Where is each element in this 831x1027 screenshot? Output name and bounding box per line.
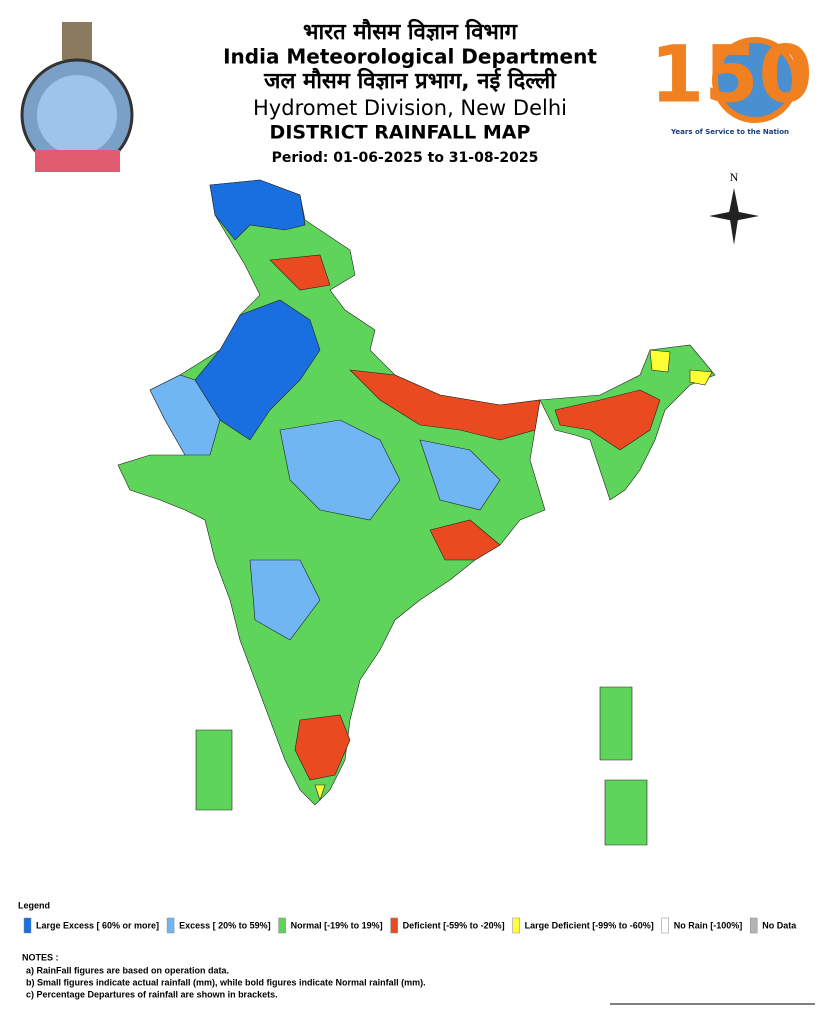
logo-tagline: Years of Service to the Nation (670, 128, 789, 136)
region-excess (249, 559, 321, 641)
region-deficient (269, 254, 331, 291)
legend-label: No Rain [-100%] (674, 920, 743, 930)
division: Hydromet Division, New Delhi (253, 96, 567, 120)
division-hindi: जल मौसम विज्ञान प्रभाग, नई दिल्ली (263, 67, 557, 94)
notes-title: NOTES : (22, 952, 59, 962)
region-large-deficient (314, 349, 713, 801)
region-excess (279, 419, 401, 521)
andaman (599, 686, 648, 846)
period: Period: 01-06-2025 to 31-08-2025 (272, 150, 539, 166)
legend-swatch (166, 917, 175, 934)
legend-label: Excess [ 20% to 59%] (179, 920, 271, 930)
region-deficient (294, 714, 351, 781)
note: b) Small figures indicate actual rainfal… (26, 977, 426, 987)
legend-title: Legend (18, 900, 50, 910)
region-large-excess (194, 299, 321, 441)
legend-label: Large Excess [ 60% or more] (36, 920, 159, 930)
legend-swatch (278, 917, 286, 934)
lakshadweep (195, 729, 233, 811)
legend-swatch (749, 917, 758, 934)
region-deficient (554, 389, 661, 451)
title-hindi: भारत मौसम विज्ञान विभाग (303, 18, 519, 45)
imd-emblem (20, 22, 134, 172)
north-arrow: N (709, 170, 759, 245)
logo-number: 150 (650, 30, 813, 120)
note: c) Percentage Departures of rainfall are… (26, 989, 278, 999)
compass-label: N (730, 170, 739, 184)
legend-label: Deficient [-59% to -20%] (403, 920, 505, 930)
region-excess (149, 374, 221, 456)
anniversary-logo: 150 Years of Service to the Nation (650, 30, 813, 136)
legend-swatch (512, 917, 520, 934)
legend: Large Excess [ 60% or more] Excess [ 20% … (23, 917, 797, 934)
legend-swatch (661, 917, 669, 934)
legend-label: No Data (762, 920, 797, 930)
legend-label: Normal [-19% to 19%] (291, 920, 383, 930)
notes: a) RainFall figures are based on operati… (26, 965, 426, 999)
region-deficient (349, 369, 541, 441)
region-large-excess (209, 179, 306, 241)
legend-swatch (390, 917, 398, 934)
note: a) RainFall figures are based on operati… (26, 965, 229, 975)
title: India Meteorological Department (223, 45, 597, 69)
region-excess (419, 439, 501, 511)
legend-label: Large Deficient [-99% to -60%] (525, 920, 654, 930)
region-deficient (429, 519, 501, 561)
legend-swatch (23, 917, 32, 934)
map-title: DISTRICT RAINFALL MAP (270, 122, 531, 144)
india-map (117, 179, 716, 846)
